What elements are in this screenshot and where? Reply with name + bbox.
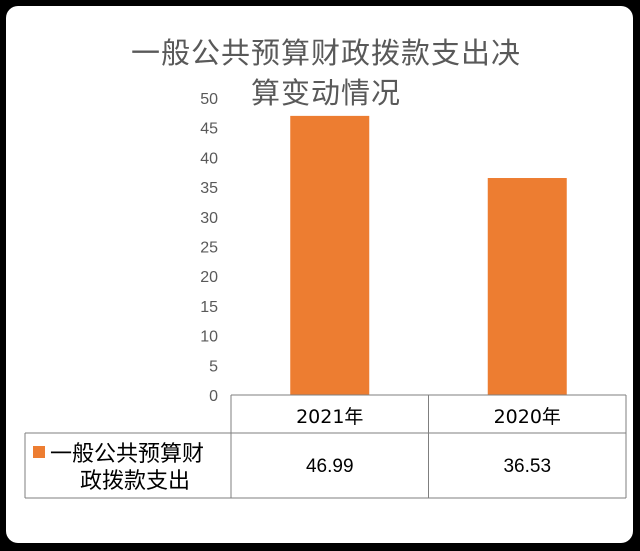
y-tick-label: 5 [209, 358, 218, 375]
legend-label: 政拨款支出 [80, 469, 190, 494]
y-tick-label: 40 [200, 150, 218, 167]
y-tick-label: 45 [200, 121, 218, 138]
legend-swatch [33, 446, 45, 458]
y-tick-label: 25 [200, 240, 218, 257]
category-label: 2021年 [296, 406, 363, 428]
y-tick-label: 35 [200, 180, 218, 197]
y-tick-label: 15 [200, 299, 218, 316]
chart-title-line-1: 一般公共预算财政拨款支出决 [131, 36, 521, 70]
y-tick-label: 30 [200, 210, 218, 227]
chart-area: 一般公共预算财政拨款支出决 算变动情况 0 5 10 15 20 25 30 35 40 45 50… [24, 36, 627, 499]
y-axis: 0 5 10 15 20 25 30 35 40 45 50 [200, 91, 218, 405]
y-tick-label: 0 [209, 388, 218, 405]
y-tick-label: 50 [200, 91, 218, 108]
legend-label: 一般公共预算财 [50, 442, 204, 467]
data-value-label: 36.53 [503, 456, 551, 477]
chart-card: 一般公共预算财政拨款支出决 算变动情况 0 5 10 15 20 25 30 35 40 45 50… [6, 6, 633, 543]
bars [290, 115, 567, 396]
chart-title: 一般公共预算财政拨款支出决 算变动情况 [131, 36, 521, 110]
category-label: 2020年 [494, 406, 561, 428]
bar [487, 178, 567, 395]
chart-title-line-2: 算变动情况 [251, 76, 401, 110]
y-tick-label: 20 [200, 269, 218, 286]
y-tick-label: 10 [200, 329, 218, 346]
bar [290, 115, 370, 396]
data-value-label: 46.99 [306, 456, 354, 477]
